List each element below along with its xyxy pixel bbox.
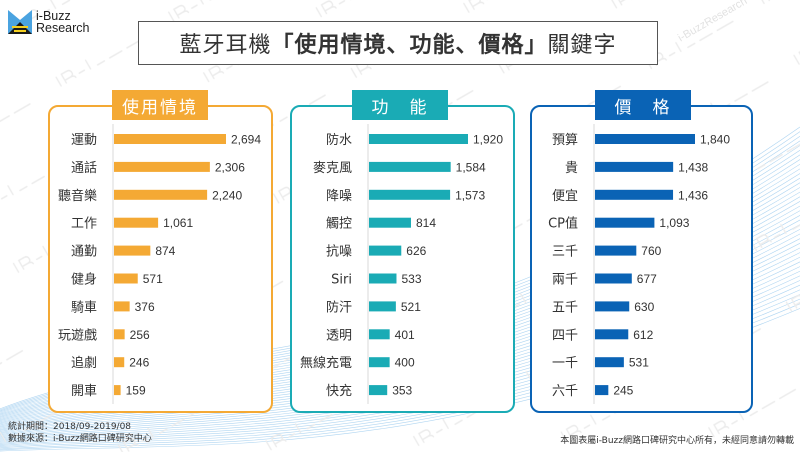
panel-price	[530, 105, 753, 413]
panel-header-usage: 使用情境	[112, 90, 208, 120]
panel-function	[290, 105, 515, 413]
panel-header-function: 功 能	[352, 90, 448, 120]
page-title: 藍牙耳機 「使用情境、功能、價格」 關鍵字	[138, 21, 658, 65]
title-bold: 「使用情境、功能、價格」	[271, 33, 548, 58]
footer-period: 統計期間：2018/09-2019/08	[8, 422, 132, 432]
panel-header-price: 價 格	[595, 90, 691, 120]
logo-line1: i-Buzz	[36, 9, 71, 23]
logo-mark-icon	[8, 10, 32, 34]
logo-text: i-Buzz Research	[36, 9, 90, 35]
panel-usage	[48, 105, 273, 413]
footer-notes: 統計期間：2018/09-2019/08 數據來源：i-Buzz網路口碑研究中心	[8, 421, 152, 445]
title-suffix: 關鍵字	[547, 33, 617, 58]
footer-source: 數據來源：i-Buzz網路口碑研究中心	[8, 434, 152, 444]
logo-line2: Research	[36, 21, 90, 35]
i-buzz-logo: i-Buzz Research	[8, 10, 118, 38]
footer-copyright: 本圖表屬i-Buzz網路口碑研究中心所有，未經同意請勿轉載	[560, 436, 794, 446]
title-prefix: 藍牙耳機	[179, 33, 272, 58]
